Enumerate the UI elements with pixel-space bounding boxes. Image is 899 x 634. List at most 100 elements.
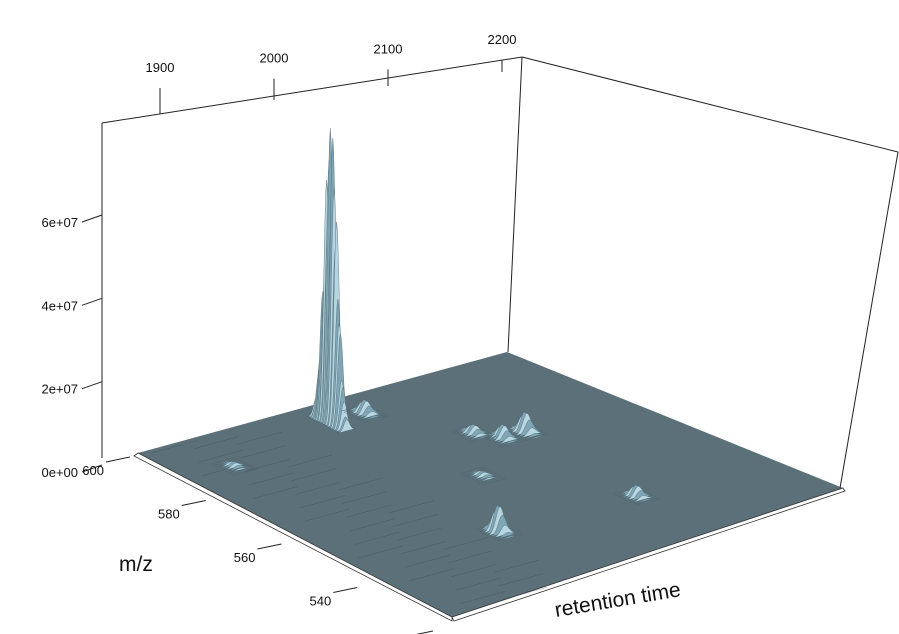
surface-streak <box>350 518 396 532</box>
surface-streak <box>248 472 294 486</box>
surface-streak <box>240 445 286 459</box>
peak-slice <box>230 467 256 475</box>
z-tick-label: 4e+07 <box>41 298 78 313</box>
z-tick <box>81 297 103 306</box>
y-tick-label: 560 <box>234 550 256 565</box>
surface-streak <box>346 504 392 518</box>
x-tick-label: 1900 <box>146 60 175 75</box>
peak-1 <box>306 128 356 434</box>
y-axis-label: m/z <box>119 553 153 576</box>
peak-slice <box>498 438 525 447</box>
y-tick-label: 540 <box>310 594 332 609</box>
peak-slice <box>494 532 520 540</box>
peak-4 <box>479 424 527 448</box>
surface-streak <box>400 541 447 555</box>
peak-slice <box>232 468 258 477</box>
peak-slice <box>472 435 498 443</box>
surface-streak <box>396 527 442 541</box>
y-tick <box>181 500 206 506</box>
surface-streak <box>459 591 505 605</box>
peak-slice <box>521 432 547 440</box>
surface-streak <box>299 495 345 509</box>
surface-streak <box>252 486 299 500</box>
peak-7 <box>613 484 661 506</box>
surface-streak <box>404 554 451 568</box>
peak-slice <box>501 440 527 448</box>
peak-9 <box>459 466 507 486</box>
peak-3 <box>501 411 550 442</box>
z-tick-label: 6e+07 <box>41 215 78 230</box>
peak-slice <box>212 458 239 466</box>
peak-slice <box>496 436 522 445</box>
surface-streak <box>295 481 341 495</box>
peak-slice <box>459 466 485 474</box>
surface-streak <box>194 436 240 449</box>
surface-streak <box>198 449 244 463</box>
y-tick-label: 600 <box>82 463 104 478</box>
surface-streak <box>498 573 544 587</box>
peak-slice <box>467 433 493 441</box>
peak-slice <box>481 478 507 486</box>
surface-streak <box>236 431 282 445</box>
peak-5 <box>450 424 498 443</box>
surface-streak <box>455 577 501 591</box>
peak-slice <box>478 476 504 485</box>
peak-2 <box>341 399 389 423</box>
surface-streak <box>447 550 493 564</box>
peak-slice <box>337 419 356 434</box>
peak-slice <box>473 474 499 482</box>
y-tick <box>333 587 358 593</box>
peak-slice <box>466 470 492 478</box>
surface-streak <box>151 440 197 454</box>
surface-streak <box>443 536 489 550</box>
surface-floor <box>138 352 843 617</box>
peak-slice <box>494 430 520 444</box>
peak-slice <box>210 457 236 465</box>
peak-surfaces <box>210 128 661 542</box>
peak-slice <box>496 533 523 542</box>
peak-slice <box>225 464 251 473</box>
surface-streak <box>354 531 400 545</box>
surface-streak <box>502 586 548 600</box>
peak-slice <box>627 490 654 502</box>
peak-6 <box>475 505 523 542</box>
y-tick-label: 580 <box>158 507 180 522</box>
axis-ticks: 19002000210022000e+002e+074e+076e+075205… <box>41 32 516 634</box>
surface-streak <box>244 458 290 472</box>
surface-streak <box>337 477 384 491</box>
peak-slice <box>492 525 518 539</box>
x-tick-label: 2200 <box>488 32 517 47</box>
peak-slice <box>632 497 658 505</box>
box-edge-right-vertical <box>839 151 899 489</box>
peak-slice <box>635 498 661 506</box>
x-tick-label: 2100 <box>374 41 403 56</box>
peak-slice <box>630 495 656 504</box>
surface-streak <box>342 491 388 505</box>
surface-left-edge <box>133 452 453 622</box>
surface-streak <box>291 468 337 482</box>
peak-slice <box>356 405 382 419</box>
peak-slice <box>476 475 502 483</box>
surface-streak <box>388 500 434 514</box>
box-edge-top-right <box>521 56 899 153</box>
surface-streak <box>392 514 438 527</box>
surface-front-edge <box>451 487 846 622</box>
box-edge-top-back <box>101 56 523 124</box>
y-tick <box>105 456 131 463</box>
peak-slice <box>215 459 241 468</box>
y-tick <box>257 543 282 550</box>
surface <box>133 352 846 622</box>
peak-slice <box>519 427 545 439</box>
surface-streak <box>287 454 333 468</box>
surface-streak <box>358 545 404 559</box>
peak-8 <box>210 457 258 477</box>
box-edge-back-vertical <box>507 56 523 353</box>
surface-streak <box>408 568 455 582</box>
plot-box-back <box>101 56 899 458</box>
peak-slice <box>464 428 491 440</box>
peak-slice <box>461 468 487 476</box>
x-tick-label: 2000 <box>260 51 289 66</box>
x-axis-label: retention time <box>553 578 682 622</box>
peak-slice <box>469 434 496 442</box>
